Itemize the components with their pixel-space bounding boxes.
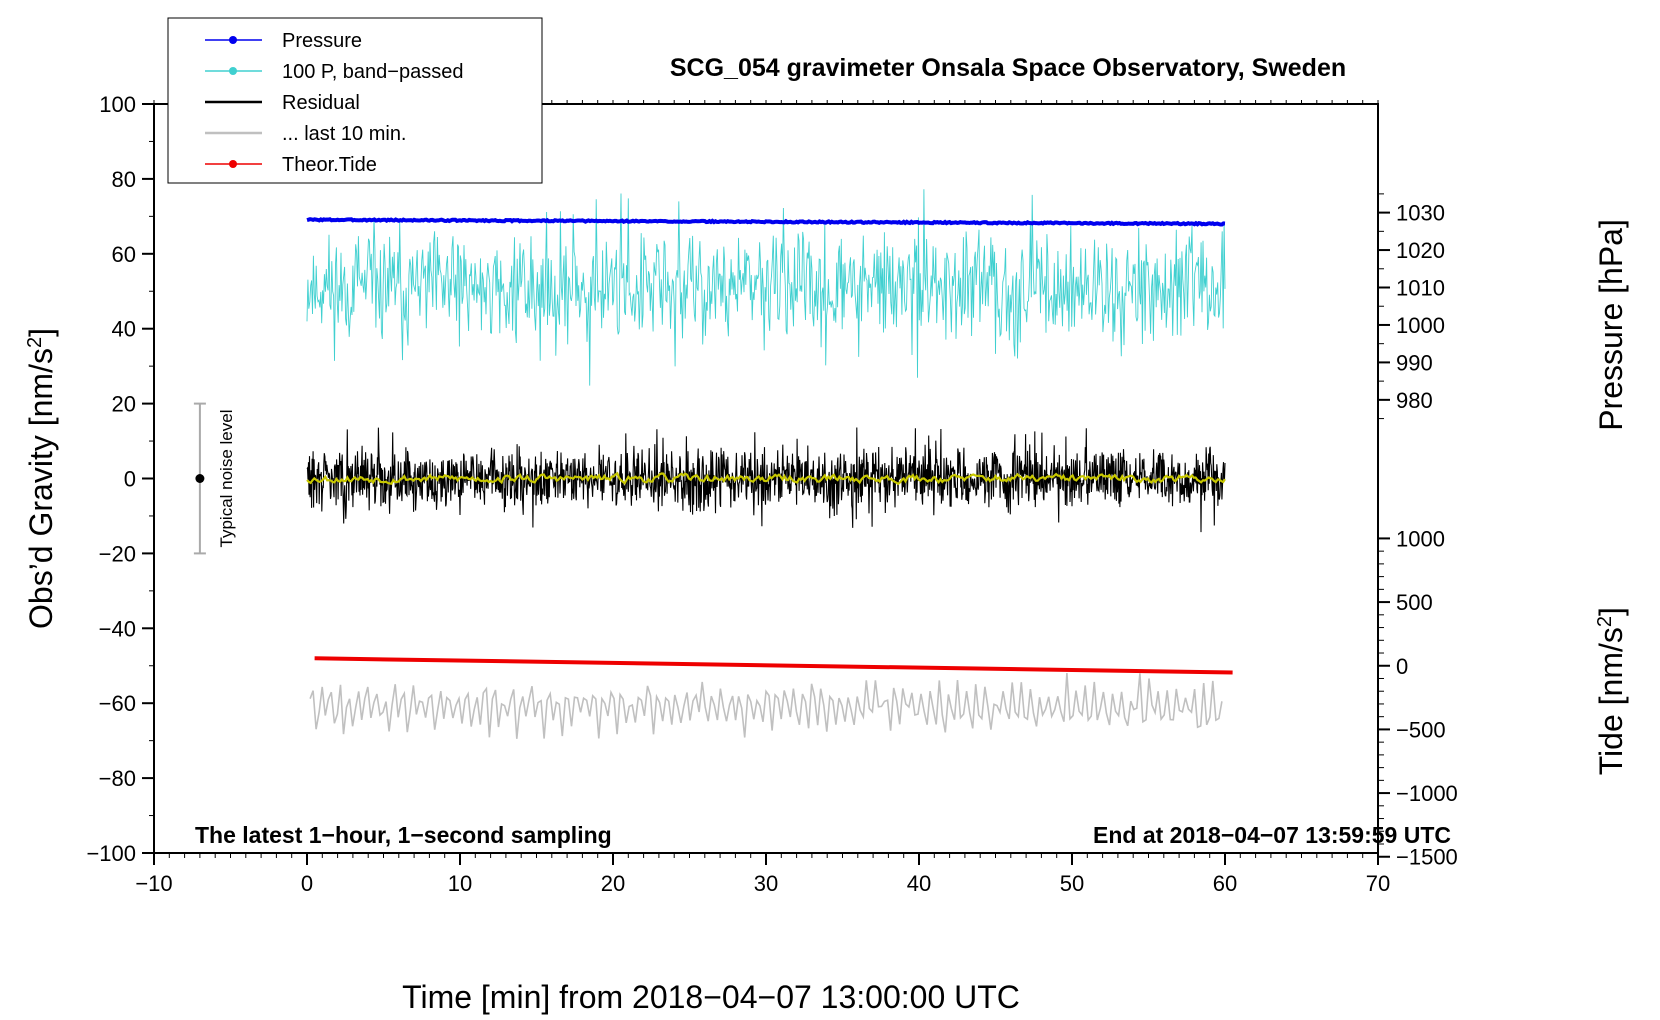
pressure-tick-label-3: 1000 xyxy=(1396,313,1445,338)
legend-label-2: Residual xyxy=(282,92,360,114)
annotation-end-time: End at 2018−04−07 13:59:59 UTC xyxy=(1093,822,1451,848)
legend-box xyxy=(167,17,543,184)
noise-bar-dot xyxy=(195,474,205,483)
tide-tick-label-5: −1500 xyxy=(1396,845,1458,870)
x-tick-label-5: 40 xyxy=(907,871,931,896)
x-tick-label-1: 0 xyxy=(301,871,313,896)
y-tick-label-1: 80 xyxy=(112,167,136,192)
tide-tick-label-4: −1000 xyxy=(1396,781,1458,806)
tide-tick-label-1: 500 xyxy=(1396,590,1433,615)
series-pressure xyxy=(306,217,1226,227)
y-axis-title-text: Obs’d Gravity [nm/s xyxy=(23,348,59,629)
legend-marker-0 xyxy=(229,36,237,44)
tide-axis-title: Tide [nm/s2] xyxy=(1593,607,1629,775)
noise-level-label: Typical noise level xyxy=(217,410,236,548)
pressure-axis-title: Pressure [hPa] xyxy=(1593,219,1629,431)
annotation-latest-hour: The latest 1−hour, 1−second sampling xyxy=(195,822,612,848)
x-tick-label-0: −10 xyxy=(135,871,172,896)
y-tick-label-0: 100 xyxy=(99,92,136,117)
tide-axis-title-close: ] xyxy=(1593,607,1629,616)
y-tick-label-10: −100 xyxy=(86,841,136,866)
y-tick-label-3: 40 xyxy=(112,317,136,342)
x-tick-label-2: 10 xyxy=(448,871,472,896)
y-axis-title-close: ] xyxy=(23,328,59,337)
legend-marker-1 xyxy=(229,67,237,75)
legend: Pressure 100 P, band−passed Residual ... la… xyxy=(167,17,543,184)
y-tick-label-8: −60 xyxy=(99,691,136,716)
series-bandpassed xyxy=(306,189,1226,386)
pressure-tick-label-1: 1020 xyxy=(1396,238,1445,263)
y-tick-label-2: 60 xyxy=(112,242,136,267)
pressure-tick-label-0: 1030 xyxy=(1396,201,1445,226)
tide-axis-title-text: Tide [nm/s xyxy=(1593,627,1629,775)
pressure-tick-label-2: 1010 xyxy=(1396,276,1445,301)
y-tick-label-5: 0 xyxy=(124,467,136,492)
legend-label-1: 100 P, band−passed xyxy=(282,61,463,83)
y-axis-title: Obs’d Gravity [nm/s2] xyxy=(23,328,59,629)
noise-level-bar xyxy=(193,402,206,555)
tide-tick-label-2: 0 xyxy=(1396,654,1408,679)
y-axis-title-sup: 2 xyxy=(24,337,46,348)
y-tick-label-6: −20 xyxy=(99,541,136,566)
x-tick-label-6: 50 xyxy=(1060,871,1084,896)
y-tick-label-9: −80 xyxy=(99,766,136,791)
tide-tick-label-3: −500 xyxy=(1396,717,1446,742)
series-smoothed-residual xyxy=(306,471,1226,486)
x-tick-label-3: 20 xyxy=(601,871,625,896)
axis-layer: −10 0 10 20 30 40 50 60 70100806040200−20−40−60−… xyxy=(86,92,1457,896)
legend-label-0: Pressure xyxy=(282,30,362,52)
series-theor-tide xyxy=(314,656,1233,675)
chart-title: SCG_054 gravimeter Onsala Space Observat… xyxy=(670,54,1346,82)
y-tick-label-4: 20 xyxy=(112,392,136,417)
pressure-tick-label-5: 980 xyxy=(1396,388,1433,413)
tide-tick-label-0: 1000 xyxy=(1396,526,1445,551)
legend-label-4: Theor.Tide xyxy=(282,154,377,176)
series-layer xyxy=(306,189,1233,739)
x-tick-label-8: 70 xyxy=(1366,871,1390,896)
legend-marker-4 xyxy=(229,160,237,168)
x-tick-label-7: 60 xyxy=(1213,871,1237,896)
legend-label-3: ... last 10 min. xyxy=(282,123,407,145)
pressure-tick-label-4: 990 xyxy=(1396,350,1433,375)
series-last-10-min xyxy=(309,672,1223,739)
y-tick-label-7: −40 xyxy=(99,616,136,641)
tide-axis-title-sup: 2 xyxy=(1594,616,1616,627)
text-layer: SCG_054 gravimeter Onsala Space Observat… xyxy=(23,54,1629,1015)
series-residual xyxy=(306,427,1226,533)
x-axis-title: Time [min] from 2018−04−07 13:00:00 UTC xyxy=(402,979,1020,1015)
x-tick-label-4: 30 xyxy=(754,871,778,896)
